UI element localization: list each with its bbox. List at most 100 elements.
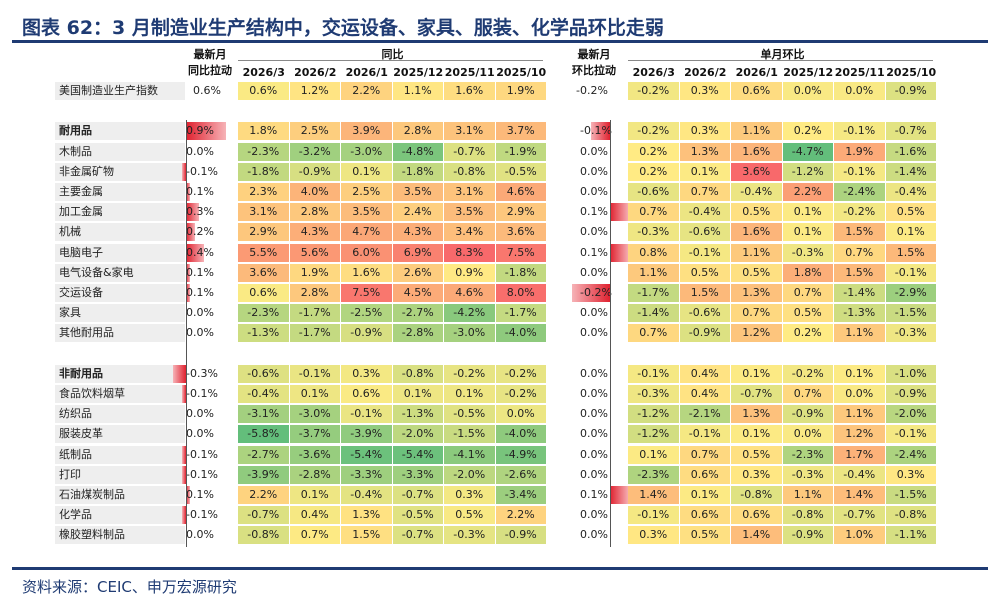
yoy-cell: -0.1% — [289, 364, 340, 383]
row-label: 打印 — [55, 465, 185, 484]
yoy-cell: 4.3% — [392, 223, 443, 242]
yoy-cell: 1.8% — [238, 122, 289, 141]
mom-cell: 0.7% — [834, 243, 885, 262]
yoy-contrib-value: 0.0% — [186, 144, 214, 158]
mom-cell: 1.2% — [731, 324, 782, 343]
yoy-contrib-value: 0.0% — [186, 528, 214, 542]
row-label: 加工金属 — [55, 203, 185, 222]
mom-cell: 0.7% — [731, 304, 782, 323]
mom-contrib-value: 0.1% — [580, 245, 608, 259]
mom-cell: -0.1% — [679, 425, 730, 444]
yoy-cell: 5.6% — [289, 243, 340, 262]
yoy-cell: 0.4% — [289, 506, 340, 525]
yoy-cell: 4.7% — [341, 223, 392, 242]
mom-cell: -1.5% — [885, 304, 936, 323]
yoy-cell: 2.4% — [392, 203, 443, 222]
mom-cell: 0.6% — [731, 82, 782, 100]
yoy-cell: 2.2% — [341, 82, 392, 100]
yoy-cell: 1.9% — [289, 263, 340, 282]
yoy-cell: -0.8% — [444, 162, 495, 181]
mom-cell: -2.9% — [885, 284, 936, 302]
mom-contrib-value: 0.0% — [580, 427, 608, 441]
mom-cell: 0.1% — [885, 223, 936, 242]
row-label: 家具 — [55, 304, 185, 323]
yoy-contrib-bar — [181, 445, 186, 464]
mom-cell: 1.4% — [731, 526, 782, 545]
mom-cell: 0.5% — [679, 263, 730, 282]
yoy-cell: 2.8% — [289, 284, 340, 302]
mom-cell: -0.2% — [782, 364, 833, 383]
mom-cell: 0.3% — [679, 82, 730, 100]
yoy-contrib-bar — [181, 385, 186, 403]
row-label: 美国制造业生产指数 — [55, 82, 185, 100]
mom-cell: 0.1% — [782, 223, 833, 242]
mom-cell: 1.5% — [885, 243, 936, 262]
yoy-cell: 1.5% — [341, 526, 392, 545]
yoy-cell: 1.1% — [392, 82, 443, 100]
yoy-contrib-value: 0.1% — [186, 185, 214, 198]
mom-cell: -4.7% — [782, 142, 833, 161]
yoy-cell: 2.2% — [238, 486, 289, 504]
yoy-cell: -3.3% — [341, 465, 392, 484]
yoy-cell: -3.2% — [289, 142, 340, 161]
yoy-cell: -0.5% — [392, 506, 443, 525]
yoy-cell: 0.6% — [341, 385, 392, 403]
yoy-cell: -2.3% — [238, 304, 289, 323]
yoy-cell: 6.9% — [392, 243, 443, 262]
yoy-cell: -2.5% — [341, 304, 392, 323]
yoy-cell: -4.8% — [392, 142, 443, 161]
yoy-cell: -3.0% — [289, 405, 340, 424]
yoy-cell: 0.1% — [392, 385, 443, 403]
period-header-mom: 2026/2 — [684, 66, 727, 79]
yoy-cell: -2.8% — [289, 465, 340, 484]
yoy-contrib-bar — [186, 486, 191, 504]
mom-cell: 3.6% — [731, 162, 782, 181]
mom-cell: -1.2% — [782, 162, 833, 181]
mom-cell: -0.2% — [628, 122, 679, 141]
yoy-contrib-value: 0.0% — [186, 427, 214, 441]
yoy-contrib-bar — [186, 263, 191, 282]
yoy-cell: -4.1% — [444, 445, 495, 464]
mom-cell: 0.7% — [782, 284, 833, 302]
mom-cell: 1.1% — [834, 324, 885, 343]
mom-cell: 0.3% — [731, 465, 782, 484]
mom-cell: 1.3% — [731, 284, 782, 302]
mom-cell: 1.5% — [679, 284, 730, 302]
mom-contrib-value: 0.0% — [580, 467, 608, 481]
yoy-cell: 0.1% — [341, 162, 392, 181]
mom-contrib-bar — [572, 284, 610, 302]
mom-cell: -2.4% — [834, 183, 885, 201]
mom-cell: -0.3% — [628, 223, 679, 242]
header-group-mom: 单月环比 — [760, 48, 805, 61]
mom-contrib-value: 0.1% — [580, 205, 608, 219]
yoy-cell: 3.1% — [238, 203, 289, 222]
yoy-cell: 4.6% — [495, 183, 546, 201]
mom-contrib-value: 0.0% — [580, 265, 608, 279]
mom-contrib-value: -0.2% — [576, 84, 608, 97]
yoy-contrib-bar — [186, 223, 195, 242]
yoy-cell: -0.1% — [341, 405, 392, 424]
yoy-cell: -0.7% — [392, 486, 443, 504]
yoy-cell: -5.8% — [238, 425, 289, 444]
mom-cell: 0.1% — [731, 425, 782, 444]
mom-cell: -0.9% — [885, 385, 936, 403]
yoy-contrib-value: 0.2% — [186, 225, 214, 239]
yoy-cell: -2.7% — [392, 304, 443, 323]
yoy-contrib-value: 0.1% — [186, 488, 214, 501]
row-label: 耐用品 — [55, 122, 185, 141]
yoy-cell: 7.5% — [495, 243, 546, 262]
row-label: 橡胶塑料制品 — [55, 526, 185, 545]
period-header-yoy: 2025/10 — [496, 66, 547, 79]
yoy-contrib-bar — [186, 203, 200, 222]
mom-cell: 1.7% — [834, 445, 885, 464]
row-label: 交运设备 — [55, 284, 185, 302]
yoy-cell: -3.9% — [341, 425, 392, 444]
mom-cell: -0.1% — [628, 506, 679, 525]
header-group-yoy-line — [238, 60, 543, 61]
row-label: 服装皮革 — [55, 425, 185, 444]
yoy-cell: 4.0% — [289, 183, 340, 201]
mom-cell: 0.5% — [782, 304, 833, 323]
mom-cell: 0.2% — [628, 162, 679, 181]
yoy-cell: 3.9% — [341, 122, 392, 141]
mom-cell: -0.4% — [834, 465, 885, 484]
